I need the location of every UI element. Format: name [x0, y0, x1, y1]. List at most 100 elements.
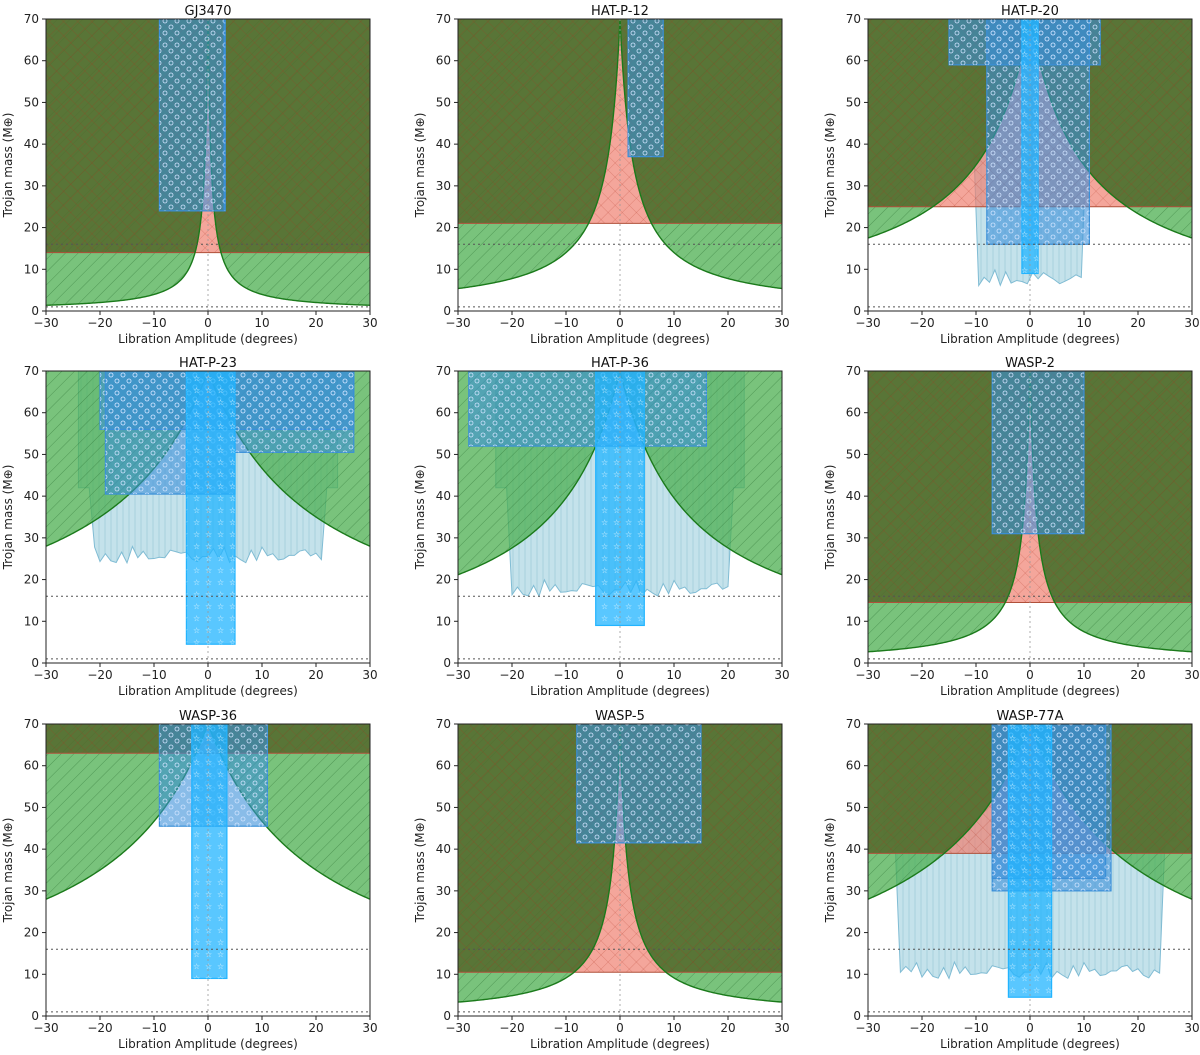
x-tick-label: 20 [1130, 316, 1145, 330]
x-tick-label: −20 [909, 316, 934, 330]
x-axis-label: Libration Amplitude (degrees) [940, 1037, 1120, 1051]
x-tick-label: 10 [666, 316, 681, 330]
stability-excluded-hatch [46, 724, 370, 900]
panel-title: WASP-36 [179, 709, 237, 724]
y-tick-label: 0 [443, 1009, 451, 1023]
y-tick-label: 70 [24, 717, 39, 731]
y-axis-label: Trojan mass (M⊕) [823, 113, 837, 219]
panel-wasp-5: −30 −20 −10 0 10 20 30 0 10 20 30 40 50 60 70 WASP-5 Lib… [413, 709, 790, 1051]
x-tick-label: 10 [1076, 316, 1091, 330]
panel-hat-p-20: −30 −20 −10 0 10 20 30 0 10 20 30 40 50 60 70 HAT-P-20 L… [823, 4, 1200, 346]
x-tick-label: −20 [87, 1021, 112, 1035]
y-axis-label: Trojan mass (M⊕) [1, 818, 15, 924]
y-tick-label: 40 [436, 489, 451, 503]
y-tick-label: 50 [846, 800, 861, 814]
x-tick-label: 0 [204, 1021, 212, 1035]
combined-excluded-hatch [868, 19, 1192, 207]
y-tick-label: 10 [24, 967, 39, 981]
y-tick-label: 70 [436, 717, 451, 731]
x-axis-label: Libration Amplitude (degrees) [530, 332, 710, 346]
x-tick-label: 10 [254, 668, 269, 682]
panel-title: WASP-77A [997, 709, 1064, 724]
y-tick-label: 10 [24, 614, 39, 628]
y-tick-label: 10 [846, 262, 861, 276]
x-tick-label: 0 [204, 668, 212, 682]
x-tick-label: 20 [308, 316, 323, 330]
ttv-limit-box-pattern [628, 19, 664, 157]
y-tick-label: 40 [24, 137, 39, 151]
x-tick-label: 10 [1076, 1021, 1091, 1035]
stability-curve [458, 19, 782, 290]
y-tick-label: 10 [436, 614, 451, 628]
x-tick-label: 0 [616, 1021, 624, 1035]
panel-hat-p-23: −30 −20 −10 0 10 20 30 0 10 20 30 40 50 60 70 HAT-P-23 L… [1, 356, 378, 698]
panel-hat-p-36: −30 −20 −10 0 10 20 30 0 10 20 30 40 50 60 70 HAT-P-36 L… [413, 356, 790, 698]
x-tick-label: −20 [499, 1021, 524, 1035]
ttv-limit-box-pattern [1021, 19, 1039, 274]
y-tick-label: 50 [24, 95, 39, 109]
y-tick-label: 60 [24, 54, 39, 68]
y-tick-label: 0 [853, 304, 861, 318]
y-tick-label: 60 [846, 759, 861, 773]
ttv-limit-box-pattern [576, 724, 701, 843]
plot-area [868, 371, 1192, 663]
y-tick-label: 10 [846, 967, 861, 981]
x-tick-label: −30 [445, 316, 470, 330]
x-tick-label: 20 [308, 668, 323, 682]
plot-area [46, 724, 370, 1016]
y-tick-label: 0 [853, 656, 861, 670]
y-tick-label: 30 [436, 884, 451, 898]
x-tick-label: 0 [204, 316, 212, 330]
x-tick-label: 30 [1184, 668, 1199, 682]
x-axis-label: Libration Amplitude (degrees) [530, 1037, 710, 1051]
combined-excluded-hatch [458, 19, 782, 224]
ttv-limit-box-pattern [595, 371, 645, 626]
x-tick-label: −10 [141, 1021, 166, 1035]
ttv-limit-box-pattern [159, 19, 225, 211]
x-tick-label: −20 [499, 668, 524, 682]
y-tick-label: 50 [846, 95, 861, 109]
y-tick-label: 50 [436, 95, 451, 109]
x-tick-label: 30 [774, 1021, 789, 1035]
x-tick-label: −20 [87, 316, 112, 330]
y-tick-label: 70 [436, 12, 451, 26]
x-tick-label: 30 [774, 316, 789, 330]
y-axis-label: Trojan mass (M⊕) [823, 818, 837, 924]
y-tick-label: 20 [846, 926, 861, 940]
x-tick-label: 0 [1026, 668, 1034, 682]
y-tick-label: 50 [24, 447, 39, 461]
y-tick-label: 60 [436, 54, 451, 68]
x-tick-label: −30 [855, 1021, 880, 1035]
ttv-limit-box-pattern [992, 371, 1084, 534]
stability-curve [868, 19, 1192, 239]
panel-title: HAT-P-12 [591, 4, 649, 19]
panel-wasp-2: −30 −20 −10 0 10 20 30 0 10 20 30 40 50 60 70 WASP-2 Lib… [823, 356, 1200, 698]
plot-area [46, 371, 370, 663]
x-tick-label: 10 [1076, 668, 1091, 682]
x-tick-label: 20 [308, 1021, 323, 1035]
y-tick-label: 70 [846, 717, 861, 731]
y-tick-label: 20 [24, 221, 39, 235]
ttv-limit-box-pattern [235, 371, 354, 453]
x-tick-label: −30 [445, 668, 470, 682]
ttv-limit-box-pattern [186, 371, 235, 645]
x-tick-label: −20 [87, 668, 112, 682]
x-tick-label: 30 [1184, 1021, 1199, 1035]
y-tick-label: 70 [24, 12, 39, 26]
y-tick-label: 10 [436, 262, 451, 276]
x-tick-label: 0 [1026, 316, 1034, 330]
y-tick-label: 20 [436, 573, 451, 587]
plot-area [458, 371, 782, 663]
y-tick-label: 0 [443, 304, 451, 318]
y-tick-label: 70 [24, 364, 39, 378]
y-tick-label: 0 [31, 656, 39, 670]
ttv-limit-box-pattern [468, 371, 707, 447]
x-tick-label: 20 [1130, 1021, 1145, 1035]
x-axis-label: Libration Amplitude (degrees) [118, 332, 298, 346]
x-tick-label: −10 [553, 668, 578, 682]
x-tick-label: 10 [666, 1021, 681, 1035]
y-tick-label: 20 [436, 926, 451, 940]
y-tick-label: 20 [846, 573, 861, 587]
x-tick-label: −30 [33, 316, 58, 330]
